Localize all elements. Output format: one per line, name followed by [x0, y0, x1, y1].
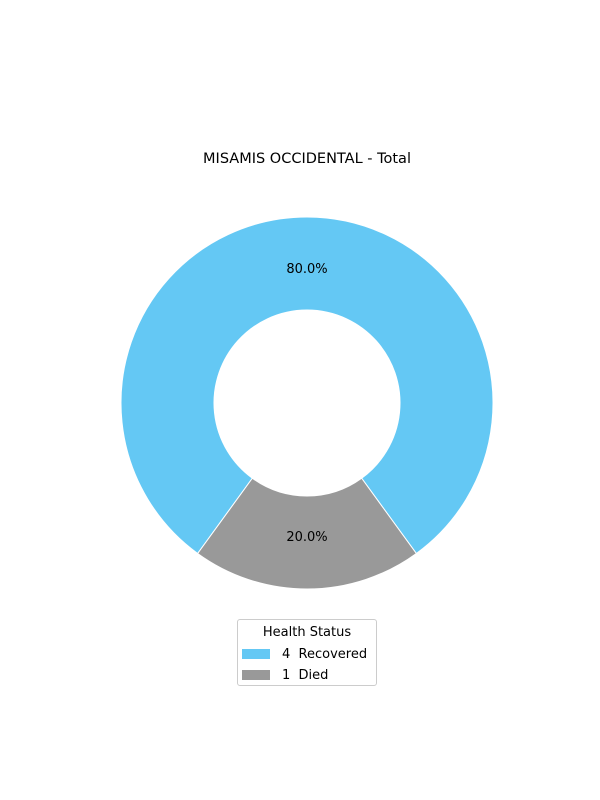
legend-swatch-recovered	[242, 649, 270, 659]
donut-slices	[120, 216, 494, 590]
chart-title: MISAMIS OCCIDENTAL - Total	[203, 151, 411, 167]
legend: Health Status 4 Recovered 1 Died	[237, 619, 377, 686]
legend-swatch-died	[242, 670, 270, 680]
legend-title: Health Status	[262, 625, 352, 640]
percent-label-died: 20.0%	[286, 530, 327, 545]
legend-item-died: 1 Died	[242, 667, 328, 683]
percent-label-recovered: 80.0%	[286, 262, 327, 277]
legend-label-died: 1 Died	[282, 667, 329, 683]
slice-died	[196, 477, 418, 590]
legend-item-recovered: 4 Recovered	[242, 646, 367, 662]
percent-labels: 80.0% 20.0%	[286, 262, 327, 545]
legend-label-recovered: 4 Recovered	[282, 646, 368, 662]
slice-recovered	[120, 216, 494, 555]
